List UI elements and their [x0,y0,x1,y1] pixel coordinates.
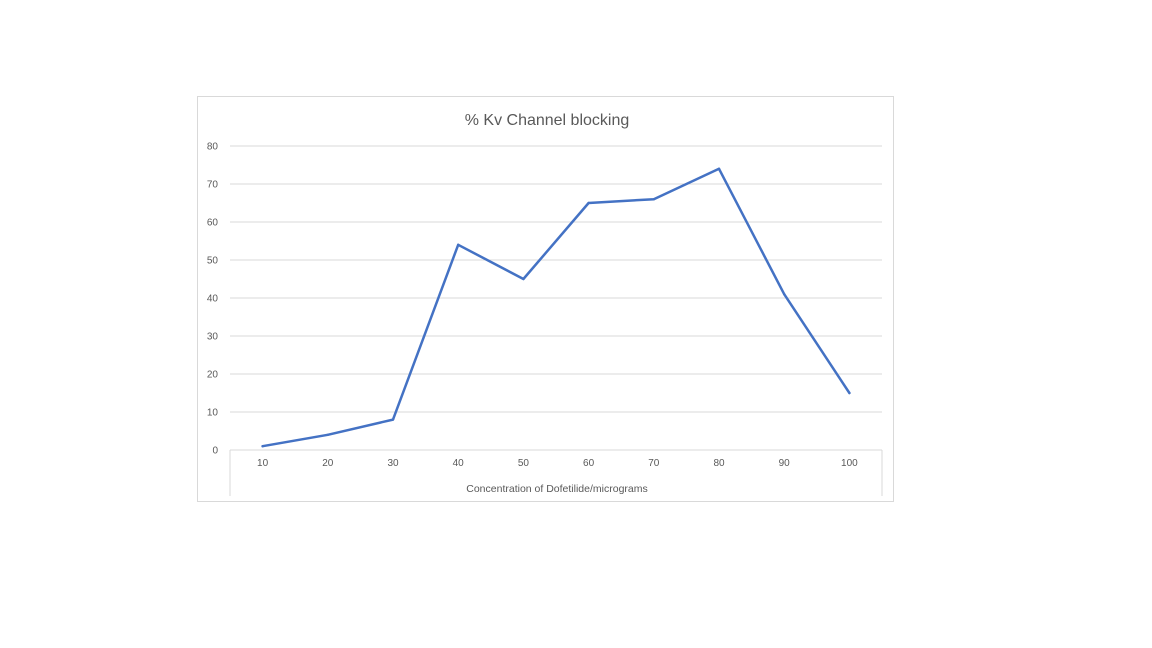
y-axis-ticks: 0 10 20 30 40 50 60 70 80 [207,142,219,457]
y-tick-label: 10 [207,408,219,419]
x-tick-label: 30 [387,458,399,469]
data-point [326,433,329,436]
data-point [391,418,395,421]
y-tick-label: 80 [207,142,219,153]
chart-frame: % Kv Channel blocking 0 10 20 30 40 50 60 70 80 … [197,96,894,502]
x-tick-label: 100 [841,458,858,469]
x-tick-label: 10 [257,458,269,469]
y-tick-label: 40 [207,294,219,305]
data-point [717,167,721,170]
data-point [652,198,655,201]
x-tick-label: 50 [518,458,530,469]
y-tick-label: 30 [207,332,219,343]
data-point [783,293,786,296]
y-tick-label: 70 [207,180,219,191]
x-axis-ticks: 10 20 30 40 50 60 70 80 90 100 [257,458,858,469]
x-tick-label: 20 [322,458,334,469]
series-line [261,167,851,448]
x-tick-label: 90 [779,458,791,469]
series-layer [261,167,851,448]
line-chart: % Kv Channel blocking 01020304050607080 … [207,112,883,496]
y-tick-label: 60 [207,218,219,229]
y-tick-label: 0 [212,446,218,457]
x-axis-title: Concentration of Dofetilide/micrograms [466,483,648,495]
y-tick-label: 20 [207,370,219,381]
chart-title: % Kv Channel blocking [465,112,630,129]
x-tick-label: 80 [713,458,725,469]
x-tick-label: 70 [648,458,660,469]
data-point [261,445,264,448]
x-tick-label: 40 [453,458,465,469]
y-tick-label: 50 [207,256,219,267]
x-axis [229,449,883,496]
data-point [457,243,460,246]
gridlines [230,145,882,413]
x-tick-label: 60 [583,458,595,469]
data-point [848,391,851,395]
data-point [587,201,590,205]
data-point [522,277,525,281]
